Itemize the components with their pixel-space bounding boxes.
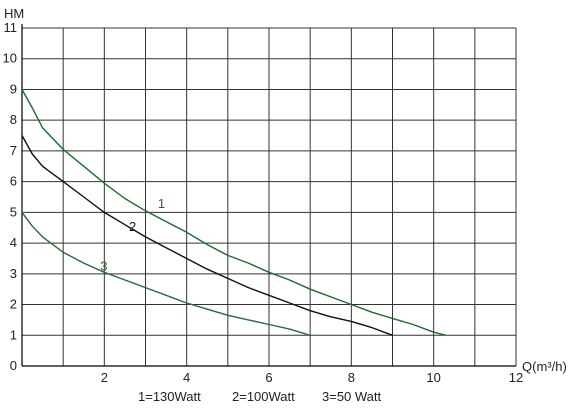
x-tick-label: 6	[265, 370, 272, 385]
y-tick-label: 4	[10, 235, 17, 250]
axes	[21, 24, 516, 367]
legend-entry-3: 3=50 Watt	[322, 389, 382, 404]
y-axis-label: HM	[4, 6, 24, 21]
series-line-3	[21, 211, 311, 336]
x-tick-label: 12	[509, 370, 523, 385]
series-line-2	[21, 135, 393, 336]
y-tick-label: 0	[10, 358, 17, 373]
legend-entry-2: 2=100Watt	[232, 389, 295, 404]
x-tick-label: 2	[101, 370, 108, 385]
y-tick-label: 11	[4, 20, 18, 35]
x-tick-label: 4	[183, 370, 190, 385]
curve-labels: 1 2 3	[100, 196, 165, 274]
x-axis-label: Q(m³/h)	[522, 359, 567, 374]
y-tick-label: 9	[10, 81, 17, 96]
legend-entry-1: 1=130Watt	[138, 389, 201, 404]
y-tick-label: 3	[10, 266, 17, 281]
curve-label-3: 3	[100, 259, 107, 274]
curve-label-1: 1	[158, 196, 165, 211]
y-tick-label: 7	[10, 143, 17, 158]
y-tick-label: 6	[10, 174, 17, 189]
y-tick-label: 5	[10, 204, 17, 219]
y-tick-label: 1	[10, 327, 17, 342]
curve-label-2: 2	[129, 219, 136, 234]
x-tick-label: 10	[426, 370, 440, 385]
series-line-1	[21, 89, 447, 336]
y-tick-label: 10	[3, 51, 17, 66]
y-tick-label: 8	[10, 112, 17, 127]
x-tick-label: 8	[348, 370, 355, 385]
grid	[22, 27, 517, 366]
series-lines	[21, 89, 447, 336]
y-tick-label: 2	[10, 297, 17, 312]
